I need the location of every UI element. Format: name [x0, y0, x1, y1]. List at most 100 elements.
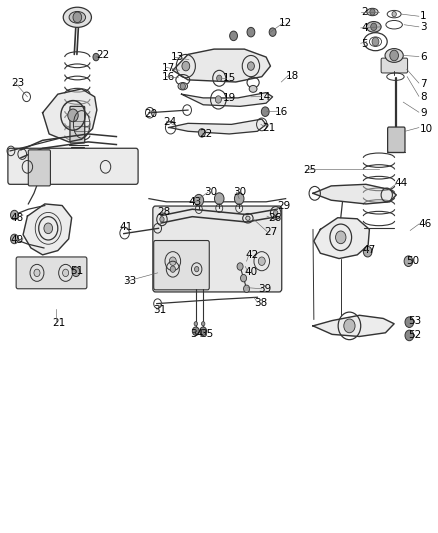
FancyBboxPatch shape: [388, 127, 405, 152]
Circle shape: [63, 269, 69, 277]
Ellipse shape: [249, 85, 257, 92]
Text: 47: 47: [363, 245, 376, 255]
Text: 33: 33: [123, 276, 136, 286]
Text: 49: 49: [11, 235, 24, 245]
Text: 25: 25: [303, 165, 316, 175]
Text: 2: 2: [362, 7, 368, 17]
Circle shape: [273, 211, 278, 216]
Circle shape: [200, 327, 207, 335]
Polygon shape: [23, 204, 72, 255]
Circle shape: [344, 319, 355, 333]
Text: 3: 3: [420, 22, 427, 32]
Text: 46: 46: [419, 219, 432, 229]
Circle shape: [215, 96, 222, 103]
FancyBboxPatch shape: [381, 58, 408, 73]
Text: 14: 14: [258, 92, 271, 102]
Circle shape: [405, 317, 413, 327]
Circle shape: [217, 75, 222, 82]
Text: 41: 41: [120, 222, 133, 232]
Text: 40: 40: [244, 267, 258, 277]
Text: 19: 19: [223, 93, 236, 103]
Text: 51: 51: [70, 266, 83, 276]
Circle shape: [234, 193, 244, 205]
FancyBboxPatch shape: [70, 107, 85, 143]
Text: 18: 18: [286, 70, 299, 80]
Polygon shape: [313, 316, 394, 336]
Text: 4: 4: [362, 23, 368, 33]
Circle shape: [237, 263, 243, 270]
Circle shape: [93, 53, 99, 61]
Ellipse shape: [69, 12, 85, 23]
Text: 31: 31: [153, 305, 166, 315]
Text: 8: 8: [420, 92, 427, 102]
Text: 26: 26: [268, 213, 282, 223]
Ellipse shape: [178, 83, 187, 90]
Circle shape: [194, 195, 204, 206]
Text: 39: 39: [258, 284, 272, 294]
Ellipse shape: [367, 9, 378, 15]
Ellipse shape: [63, 7, 92, 27]
Circle shape: [247, 62, 254, 70]
Circle shape: [371, 23, 377, 30]
Circle shape: [68, 109, 78, 122]
Circle shape: [390, 50, 399, 61]
Circle shape: [11, 234, 18, 244]
Text: 24: 24: [163, 117, 176, 127]
Circle shape: [44, 223, 53, 233]
Circle shape: [182, 61, 190, 71]
FancyBboxPatch shape: [8, 148, 138, 184]
Text: 17: 17: [162, 63, 175, 72]
FancyBboxPatch shape: [154, 240, 209, 290]
Circle shape: [170, 257, 176, 265]
Polygon shape: [173, 49, 270, 82]
Text: 30: 30: [233, 187, 247, 197]
Ellipse shape: [246, 216, 250, 220]
Circle shape: [372, 37, 379, 46]
Polygon shape: [314, 217, 369, 259]
Text: 7: 7: [420, 78, 427, 88]
Circle shape: [269, 28, 276, 36]
Circle shape: [170, 266, 175, 272]
Circle shape: [404, 256, 413, 266]
Text: 6: 6: [420, 52, 427, 62]
Circle shape: [364, 246, 372, 257]
Circle shape: [11, 211, 18, 220]
Text: 9: 9: [420, 108, 427, 118]
Circle shape: [194, 321, 198, 326]
Text: 30: 30: [205, 187, 218, 197]
Circle shape: [405, 330, 413, 341]
Circle shape: [34, 269, 40, 277]
Circle shape: [258, 257, 265, 265]
Circle shape: [392, 12, 396, 17]
Circle shape: [72, 267, 80, 277]
Circle shape: [336, 231, 346, 244]
Text: 48: 48: [11, 213, 24, 223]
FancyBboxPatch shape: [153, 206, 282, 292]
Text: 35: 35: [200, 329, 213, 339]
Circle shape: [73, 12, 81, 22]
Text: 27: 27: [264, 227, 277, 237]
Text: 12: 12: [279, 18, 293, 28]
Circle shape: [240, 274, 247, 282]
Polygon shape: [313, 184, 396, 204]
FancyBboxPatch shape: [28, 150, 50, 186]
Circle shape: [261, 107, 269, 116]
Circle shape: [192, 327, 199, 335]
Text: 53: 53: [409, 316, 422, 326]
Circle shape: [247, 27, 255, 37]
Text: 21: 21: [53, 318, 66, 328]
FancyBboxPatch shape: [16, 257, 87, 289]
Circle shape: [370, 9, 375, 15]
Ellipse shape: [366, 21, 381, 32]
Circle shape: [244, 285, 250, 293]
Circle shape: [201, 321, 205, 326]
Text: 52: 52: [409, 330, 422, 341]
Text: 44: 44: [394, 178, 407, 188]
Text: 42: 42: [245, 250, 258, 260]
Text: 34: 34: [190, 329, 203, 339]
Text: 23: 23: [11, 77, 24, 87]
Text: 16: 16: [275, 107, 288, 117]
Circle shape: [180, 83, 185, 90]
Circle shape: [194, 266, 199, 272]
Text: 28: 28: [158, 207, 171, 217]
